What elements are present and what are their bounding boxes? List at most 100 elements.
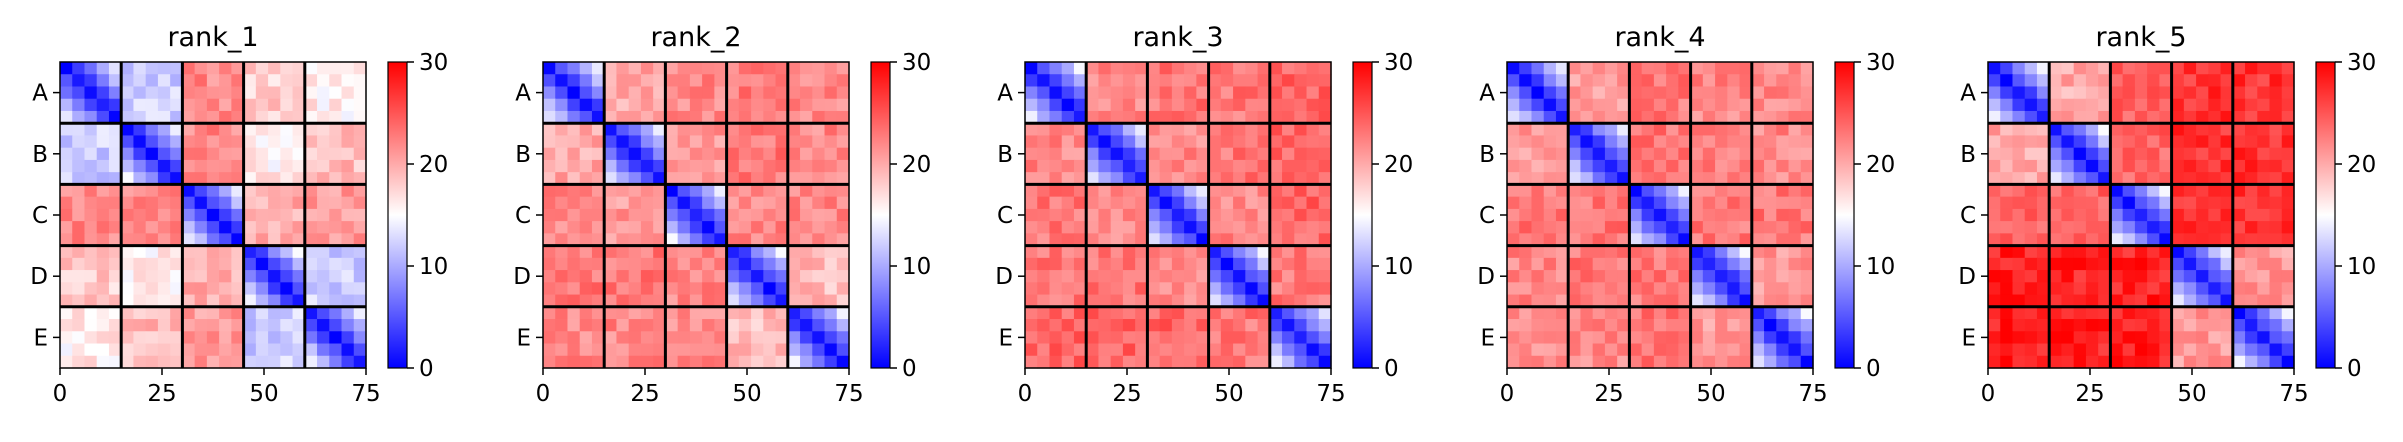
heatmap-cell (108, 135, 122, 149)
heatmap-cell (341, 62, 355, 75)
heatmap-cell (1788, 110, 1802, 124)
heatmap-cell (1294, 172, 1308, 185)
y-tick-label: E (33, 325, 48, 351)
heatmap-cell (304, 319, 318, 332)
heatmap-cell (800, 147, 813, 161)
heatmap-cell (1629, 110, 1643, 124)
heatmap-cell (206, 319, 220, 332)
heatmap-cell (1568, 123, 1582, 137)
heatmap-cell (2159, 62, 2173, 75)
heatmap-cell (1751, 270, 1765, 283)
heatmap-cell (2061, 331, 2075, 345)
heatmap-cell (1220, 147, 1234, 161)
heatmap-cell (1531, 110, 1545, 124)
heatmap-cell (2281, 294, 2295, 308)
heatmap-cell (591, 306, 605, 320)
heatmap-cell (182, 159, 196, 173)
heatmap-cell (555, 331, 569, 345)
heatmap-cell (1025, 270, 1038, 283)
heatmap-cell (1257, 343, 1271, 357)
heatmap-cell (2012, 159, 2026, 173)
heatmap-cell (2196, 86, 2209, 100)
heatmap-cell (268, 98, 281, 112)
heatmap-cell (60, 135, 73, 149)
heatmap-cell (206, 159, 220, 173)
heatmap-cell (1135, 282, 1148, 296)
heatmap-cell (1184, 294, 1197, 308)
heatmap-cell (1764, 110, 1777, 124)
heatmap-cell (1653, 245, 1667, 259)
heatmap-cell (1776, 282, 1790, 296)
heatmap-cell (1702, 184, 1716, 198)
heatmap-cell (231, 135, 245, 149)
heatmap-cell (2061, 355, 2075, 369)
heatmap-cell (1788, 245, 1802, 259)
heatmap-cell (1306, 86, 1320, 100)
heatmap-cell (329, 184, 343, 198)
heatmap-cell (145, 282, 159, 296)
heatmap-cell (2257, 319, 2271, 332)
heatmap-cell (1629, 245, 1643, 259)
heatmap-cell (231, 319, 245, 332)
heatmap-cell (231, 172, 245, 185)
heatmap-cell (2281, 196, 2295, 210)
heatmap-cell (1233, 62, 1246, 75)
colorbar-tick-label: 20 (902, 152, 931, 178)
heatmap-cell (1727, 282, 1741, 296)
chart-title: rank_3 (1132, 22, 1223, 53)
heatmap-cell (1800, 159, 1814, 173)
heatmap-cell (738, 294, 752, 308)
heatmap-cell (2245, 62, 2258, 75)
heatmap-cell (616, 294, 630, 308)
heatmap-cell (787, 270, 801, 283)
heatmap-cell (121, 98, 135, 112)
heatmap-cell (2196, 319, 2209, 332)
heatmap-cell (1282, 294, 1295, 308)
heatmap-cell (182, 98, 196, 112)
heatmap-cell (702, 184, 715, 198)
heatmap-cell (1653, 172, 1667, 185)
heatmap-cell (677, 306, 691, 320)
heatmap-cell (1282, 110, 1295, 124)
heatmap-cell (1568, 221, 1582, 234)
heatmap-cell (726, 110, 740, 124)
heatmap-cell (317, 184, 330, 198)
colorbar-tick-label: 0 (902, 356, 917, 382)
heatmap-cell (1776, 331, 1790, 345)
heatmap-cell (1282, 319, 1295, 332)
heatmap-cell (2220, 294, 2234, 308)
heatmap-cell (640, 135, 654, 149)
heatmap-cell (1653, 343, 1667, 357)
heatmap-cell (1678, 306, 1692, 320)
heatmap-cell (1776, 110, 1790, 124)
heatmap-cell (2159, 355, 2173, 369)
heatmap-cell (1519, 62, 1533, 75)
heatmap-cell (182, 294, 196, 308)
heatmap-cell (145, 184, 159, 198)
heatmap-cell (2257, 294, 2271, 308)
heatmap-cell (1543, 245, 1557, 259)
heatmap-cell (1988, 331, 2001, 345)
heatmap-cell (1519, 221, 1533, 234)
heatmap-cell (1604, 86, 1618, 100)
y-tick-label: E (1961, 325, 1976, 351)
heatmap-cell (1086, 355, 1100, 369)
heatmap-cell (726, 270, 740, 283)
heatmap-cell (84, 86, 98, 100)
y-tick-label: C (997, 203, 1013, 229)
heatmap-cell (268, 343, 281, 357)
heatmap-cell (133, 98, 147, 112)
heatmap-cell (2281, 245, 2295, 259)
heatmap-cell (304, 221, 318, 234)
heatmap-cell (1641, 233, 1655, 247)
heatmap-cell (738, 221, 752, 234)
heatmap-cell (231, 221, 245, 234)
heatmap-cell (1580, 245, 1594, 259)
heatmap-cell (579, 306, 593, 320)
heatmap-cell (2159, 270, 2173, 283)
x-tick-label: 75 (2279, 381, 2308, 407)
heatmap-cell (1800, 355, 1814, 369)
heatmap-cell (714, 123, 728, 137)
heatmap-cell (329, 74, 343, 88)
